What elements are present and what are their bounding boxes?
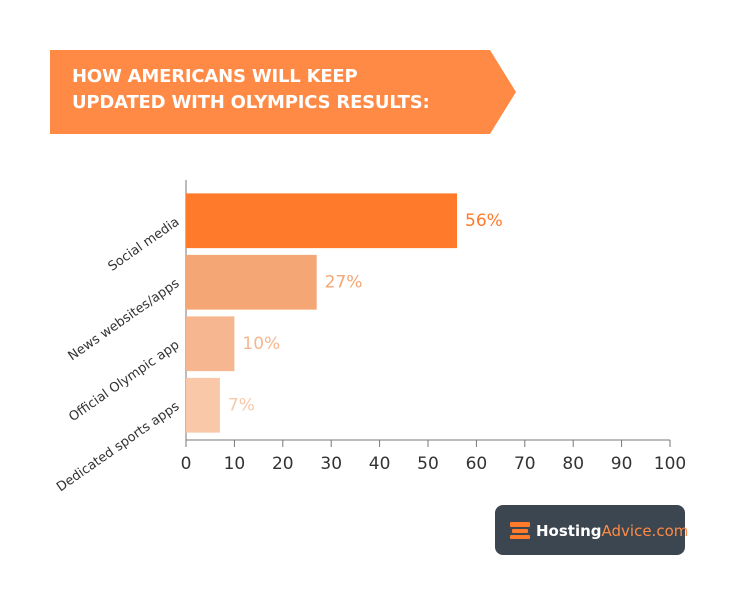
logo-suffix: Advice.com — [602, 522, 689, 540]
value-label: 10% — [242, 334, 280, 354]
logo-text: HostingAdvice.com — [536, 522, 688, 540]
bar — [186, 254, 317, 310]
x-tick-label: 60 — [466, 454, 488, 474]
x-tick-label: 40 — [369, 454, 391, 474]
bar — [186, 316, 235, 372]
title-banner — [50, 50, 516, 134]
bar — [186, 193, 458, 249]
x-tick-label: 30 — [320, 454, 342, 474]
x-tick-label: 90 — [611, 454, 633, 474]
x-tick-label: 80 — [562, 454, 584, 474]
x-tick-label: 0 — [181, 454, 192, 474]
x-tick-label: 70 — [514, 454, 536, 474]
x-tick-label: 20 — [272, 454, 294, 474]
logo-brand: Hosting — [536, 522, 602, 540]
x-tick-label: 100 — [654, 454, 686, 474]
logo-icon — [510, 522, 530, 539]
value-label: 7% — [228, 395, 255, 415]
category-label: Social media — [106, 215, 183, 275]
chart-title: HOW AMERICANS WILL KEEP UPDATED WITH OLY… — [72, 66, 430, 113]
logo-box — [495, 505, 685, 555]
x-tick-label: 50 — [417, 454, 439, 474]
value-label: 56% — [465, 211, 503, 231]
x-tick-label: 10 — [224, 454, 246, 474]
bar — [186, 377, 220, 433]
value-label: 27% — [325, 272, 363, 292]
